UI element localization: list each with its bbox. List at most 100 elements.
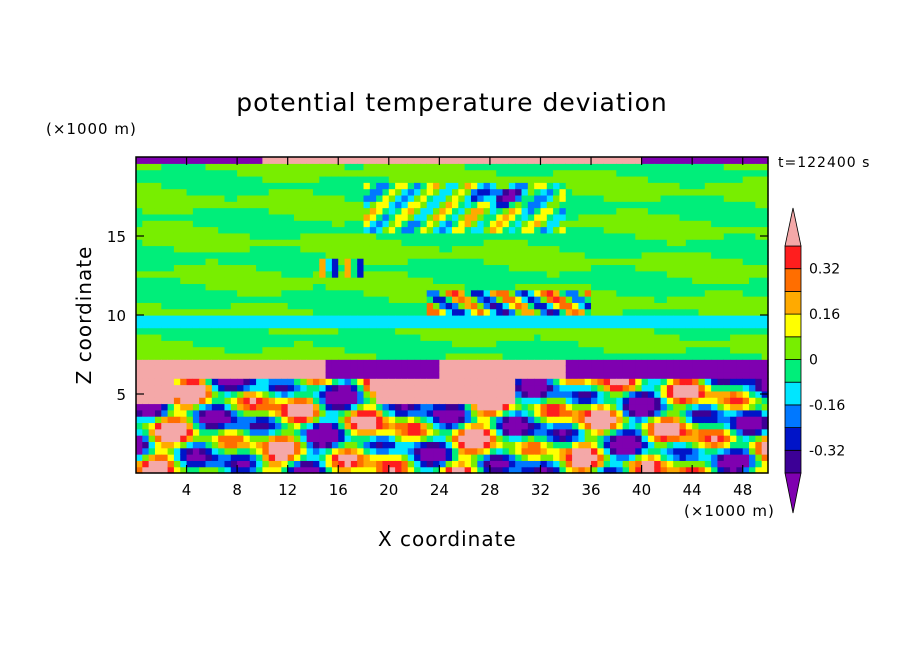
field-cell <box>218 333 226 341</box>
field-cell <box>249 270 257 278</box>
field-cell <box>521 169 529 177</box>
field-cell <box>578 447 586 455</box>
field-cell <box>211 441 219 449</box>
field-cell <box>540 454 548 461</box>
field-cell <box>584 460 592 468</box>
field-cell <box>395 220 403 228</box>
field-cell <box>230 397 238 405</box>
field-cell <box>654 232 662 240</box>
field-cell <box>395 466 403 474</box>
field-cell <box>180 308 188 316</box>
field-cell <box>603 175 611 183</box>
field-cell <box>470 169 478 177</box>
field-cell <box>338 466 346 474</box>
field-cell <box>192 352 200 360</box>
field-cell <box>199 169 207 177</box>
field-cell <box>521 232 529 240</box>
field-cell <box>755 264 763 272</box>
field-cell <box>205 258 213 266</box>
field-cell <box>559 435 567 442</box>
field-cell <box>281 270 289 278</box>
field-cell <box>458 365 466 373</box>
field-cell <box>736 397 744 405</box>
field-cell <box>660 289 668 297</box>
field-cell <box>167 422 175 430</box>
field-cell <box>685 239 693 247</box>
field-cell <box>275 466 282 474</box>
field-cell <box>508 378 516 386</box>
field-cell <box>559 277 567 284</box>
field-cell <box>527 315 535 322</box>
field-cell <box>382 327 390 335</box>
field-cell <box>357 435 365 442</box>
field-cell <box>388 207 396 215</box>
field-cell <box>477 359 485 367</box>
field-cell <box>338 352 346 360</box>
field-cell <box>628 296 636 303</box>
field-cell <box>192 321 200 329</box>
field-cell <box>603 327 611 335</box>
field-cell <box>502 327 510 335</box>
field-cell <box>755 371 763 379</box>
field-cell <box>180 397 188 405</box>
field-cell <box>704 315 712 322</box>
field-cell <box>426 277 434 284</box>
field-cell <box>647 397 655 405</box>
field-cell <box>464 213 472 221</box>
field-cell <box>717 441 725 449</box>
field-cell <box>515 384 523 392</box>
field-cell <box>578 270 586 278</box>
field-cell <box>243 321 251 329</box>
field-cell <box>464 378 472 386</box>
field-cell <box>502 245 510 253</box>
field-cell <box>407 340 415 348</box>
field-cell <box>622 296 630 303</box>
field-cell <box>610 207 617 215</box>
field-cell <box>262 460 270 468</box>
field-cell <box>622 333 630 341</box>
field-cell <box>660 315 668 322</box>
field-cell <box>306 289 314 297</box>
field-cell <box>723 365 731 373</box>
field-cell <box>540 397 548 405</box>
field-cell <box>616 245 624 253</box>
field-cell <box>445 207 453 215</box>
field-cell <box>546 454 554 461</box>
field-cell <box>673 232 681 240</box>
field-cell <box>723 207 731 215</box>
field-cell <box>230 359 238 367</box>
field-cell <box>458 169 466 177</box>
field-cell <box>167 239 175 247</box>
field-cell <box>508 466 516 474</box>
field-cell <box>281 352 289 360</box>
field-cell <box>496 435 504 442</box>
field-cell <box>186 239 194 247</box>
field-cell <box>723 340 731 348</box>
field-cell <box>312 239 320 247</box>
field-cell <box>749 201 756 209</box>
field-cell <box>584 270 592 278</box>
field-cell <box>540 435 548 442</box>
field-cell <box>319 270 327 278</box>
field-cell <box>338 308 346 316</box>
field-cell <box>407 390 415 398</box>
field-cell <box>635 239 643 247</box>
field-cell <box>742 220 750 228</box>
field-cell <box>249 447 257 455</box>
field-cell <box>685 384 693 392</box>
field-cell <box>704 283 712 291</box>
field-cell <box>452 264 459 272</box>
field-cell <box>679 346 687 354</box>
field-cell <box>218 378 226 386</box>
field-cell <box>243 213 251 221</box>
field-cell <box>338 409 346 417</box>
field-cell <box>294 352 301 360</box>
field-cell <box>572 378 579 386</box>
field-cell <box>167 308 175 316</box>
field-cell <box>312 428 320 436</box>
field-cell <box>553 264 561 272</box>
field-cell <box>452 359 459 367</box>
field-cell <box>635 352 643 360</box>
field-cell <box>553 270 561 278</box>
field-cell <box>350 308 358 316</box>
